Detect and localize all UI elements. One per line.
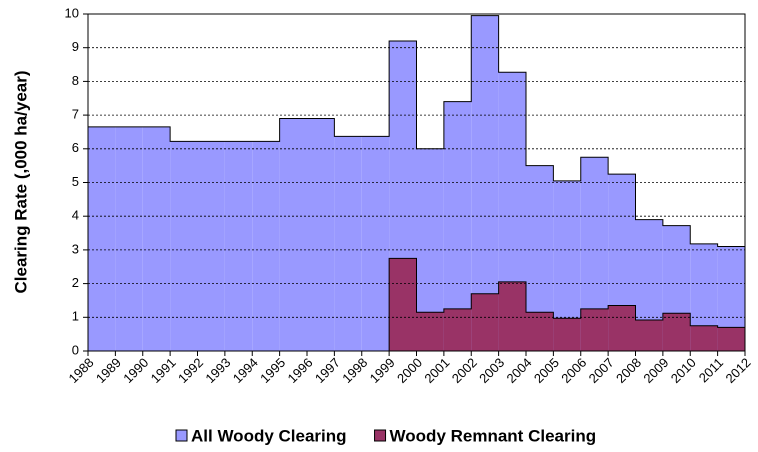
- y-tick-label: 1: [72, 309, 79, 324]
- x-tick-label: 2006: [558, 355, 589, 386]
- x-tick-label: 1992: [175, 355, 206, 386]
- step-area: [416, 312, 444, 351]
- step-area: [608, 305, 636, 351]
- y-tick-label: 10: [65, 5, 79, 20]
- legend-swatch: [175, 429, 188, 442]
- x-tick-label: 2000: [394, 355, 425, 386]
- legend-label: All Woody Clearing: [191, 426, 347, 445]
- y-tick-label: 6: [72, 140, 79, 155]
- step-outline: [388, 257, 746, 351]
- x-tick-label: 1997: [312, 355, 343, 386]
- x-tick-label: 1991: [148, 355, 179, 386]
- x-tick-label: 1999: [367, 355, 398, 386]
- step-area: [361, 136, 390, 351]
- y-tick-label: 4: [72, 208, 79, 223]
- step-area: [334, 136, 362, 351]
- step-area: [690, 325, 718, 351]
- step-area: [662, 313, 691, 351]
- x-tick-label: 2011: [696, 355, 726, 385]
- legend-swatch: [374, 429, 387, 442]
- step-area: [553, 318, 581, 351]
- x-tick-label: 2005: [531, 355, 562, 386]
- y-tick-label: 9: [72, 39, 79, 54]
- y-tick-label: 2: [72, 275, 79, 290]
- x-tick-label: 1996: [284, 355, 315, 386]
- y-tick-label: 7: [72, 107, 79, 122]
- step-area: [197, 141, 225, 351]
- step-area: [224, 141, 253, 351]
- step-area: [88, 126, 116, 352]
- step-area: [471, 293, 499, 351]
- y-axis-title: Clearing Rate (,000 ha/year): [11, 71, 30, 294]
- x-tick-label: 1998: [339, 355, 370, 386]
- step-area: [580, 308, 609, 351]
- step-area: [717, 327, 745, 351]
- step-area: [115, 126, 143, 352]
- y-tick-label: 5: [72, 174, 79, 189]
- step-area: [526, 312, 554, 351]
- x-tick-label: 1988: [65, 355, 96, 386]
- step-area: [498, 281, 526, 351]
- step-area: [389, 258, 417, 351]
- legend-label: Woody Remnant Clearing: [390, 426, 597, 445]
- step-area: [170, 141, 198, 351]
- y-tick-label: 0: [72, 342, 79, 357]
- step-area: [307, 118, 335, 351]
- x-tick-label: 2010: [668, 355, 699, 386]
- x-tick-label: 1995: [257, 355, 288, 386]
- x-tick-label: 1994: [230, 355, 261, 386]
- x-tick-label: 2002: [449, 355, 480, 386]
- x-tick-label: 2004: [503, 355, 534, 386]
- x-tick-label: 2007: [586, 355, 617, 386]
- y-tick-label: 3: [72, 241, 79, 256]
- step-area: [142, 126, 171, 352]
- step-area: [252, 141, 280, 351]
- step-area: [279, 118, 307, 351]
- x-tick-label: 2012: [722, 355, 753, 386]
- x-tick-label: 1993: [202, 355, 233, 386]
- step-area: [635, 319, 663, 351]
- x-tick-label: 2001: [421, 355, 452, 386]
- y-tick-label: 8: [72, 73, 79, 88]
- step-outline: [87, 15, 746, 351]
- x-tick-label: 2003: [476, 355, 507, 386]
- x-tick-label: 1989: [93, 355, 124, 386]
- x-tick-label: 2009: [640, 355, 671, 386]
- x-tick-label: 1990: [120, 355, 151, 386]
- step-area: [443, 308, 472, 351]
- x-tick-label: 2008: [613, 355, 644, 386]
